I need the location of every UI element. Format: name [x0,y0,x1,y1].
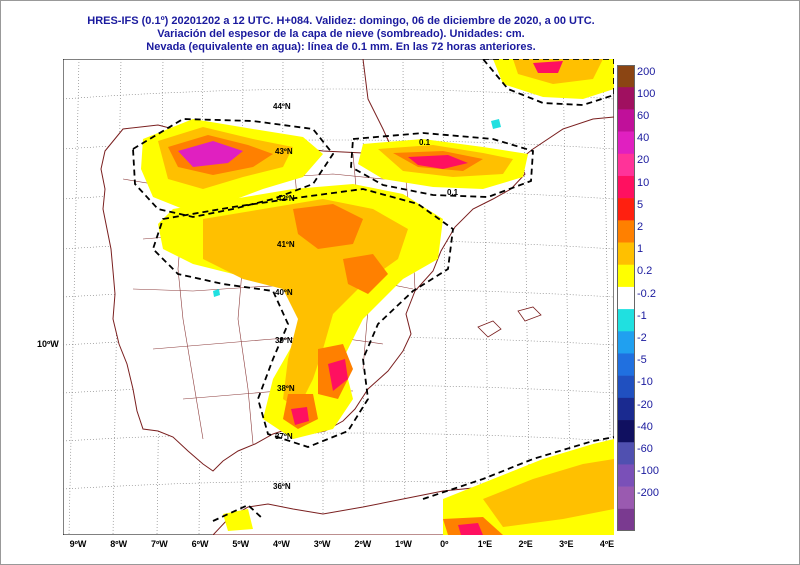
legend-swatch [617,309,635,332]
legend-swatch [617,508,635,531]
legend-label: -40 [637,420,653,433]
lat-label-38: 38ºN [277,384,295,393]
lat-label-41: 41ºN [277,240,295,249]
contour-label-a: 0.1 [419,138,431,147]
legend-label: 2 [637,220,644,233]
legend-swatch [617,353,635,376]
lat-label-42: 42ºN [277,194,295,203]
lon-label-10w: 10ºW [37,339,59,349]
legend-swatch [617,242,635,266]
legend-label: -200 [637,487,660,500]
france-coast [362,59,614,162]
x-axis-label: 2ºE [518,539,533,549]
legend-swatch [617,420,635,443]
x-axis-label: 1ºE [477,539,493,549]
x-axis-label: 6ºW [191,539,209,549]
legend-label: -5 [637,354,647,367]
legend-label: 60 [637,110,650,123]
title-line-2: Variación del espesor de la capa de niev… [157,28,525,40]
legend-label: -1 [637,309,647,322]
x-axis-label: 0º [440,539,449,549]
legend-label: 200 [637,65,656,78]
lat-label-44: 44ºN [273,102,291,111]
legend-swatch [617,131,635,155]
x-axis-label: 7ºW [150,539,168,549]
legend-swatch [617,220,635,243]
legend-swatch [617,397,635,421]
lat-label-37: 37ºN [275,432,293,441]
legend-label: -10 [637,376,653,389]
precip-contour [132,59,614,522]
legend-swatch [617,175,635,199]
legend-swatch [617,264,635,288]
contour-label-b: 0.1 [447,188,459,197]
x-axis-label: 3ºE [559,539,574,549]
legend-swatch [617,486,635,510]
lat-label-39: 39ºN [275,336,293,345]
legend-swatch [617,286,635,310]
map-panel: 44ºN 43ºN 42ºN 41ºN 40ºN 39ºN 38ºN 37ºN … [63,59,614,535]
legend-label: 1 [637,243,644,256]
legend-swatch [617,65,635,88]
legend-swatch [617,375,635,399]
legend-label: 10 [637,176,650,189]
snow-shading [141,59,614,535]
legend-label: -20 [637,398,653,411]
x-axis-label: 9ºW [69,539,87,549]
legend-swatch [617,464,635,487]
x-axis-label: 8ºW [110,539,128,549]
legend-label: 20 [637,154,650,167]
legend-label: 100 [637,87,656,100]
x-axis-label: 3ºW [313,539,331,549]
legend-swatch [617,198,635,221]
x-axis-label: 4ºE [599,539,615,549]
legend-swatch [617,331,635,354]
x-axis-label: 2ºW [354,539,372,549]
legend-label: -0.2 [637,287,656,300]
x-axis-label: 5ºW [232,539,250,549]
legend-swatch [617,109,635,132]
legend-label: -100 [637,465,660,478]
legend-swatch [617,153,635,177]
legend-label: 5 [637,198,644,211]
color-legend [617,65,635,531]
lat-label-36: 36ºN [273,482,291,491]
legend-label: 40 [637,132,650,145]
lat-label-40: 40ºN [275,288,293,297]
balearic-islands [477,306,542,338]
title-line-1: HRES-IFS (0.1º) 20201202 a 12 UTC. H+084… [87,15,595,27]
x-axis-label: 4ºW [273,539,290,549]
lat-label-43: 43ºN [275,147,293,156]
legend-swatch [617,87,635,110]
legend-label: -60 [637,442,653,455]
legend-swatch [617,442,635,465]
x-axis-label: 1ºW [395,539,412,549]
legend-label: -2 [637,331,647,344]
title-line-3: Nevada (equivalente en agua): línea de 0… [146,41,536,53]
legend-label: 0.2 [637,265,653,278]
